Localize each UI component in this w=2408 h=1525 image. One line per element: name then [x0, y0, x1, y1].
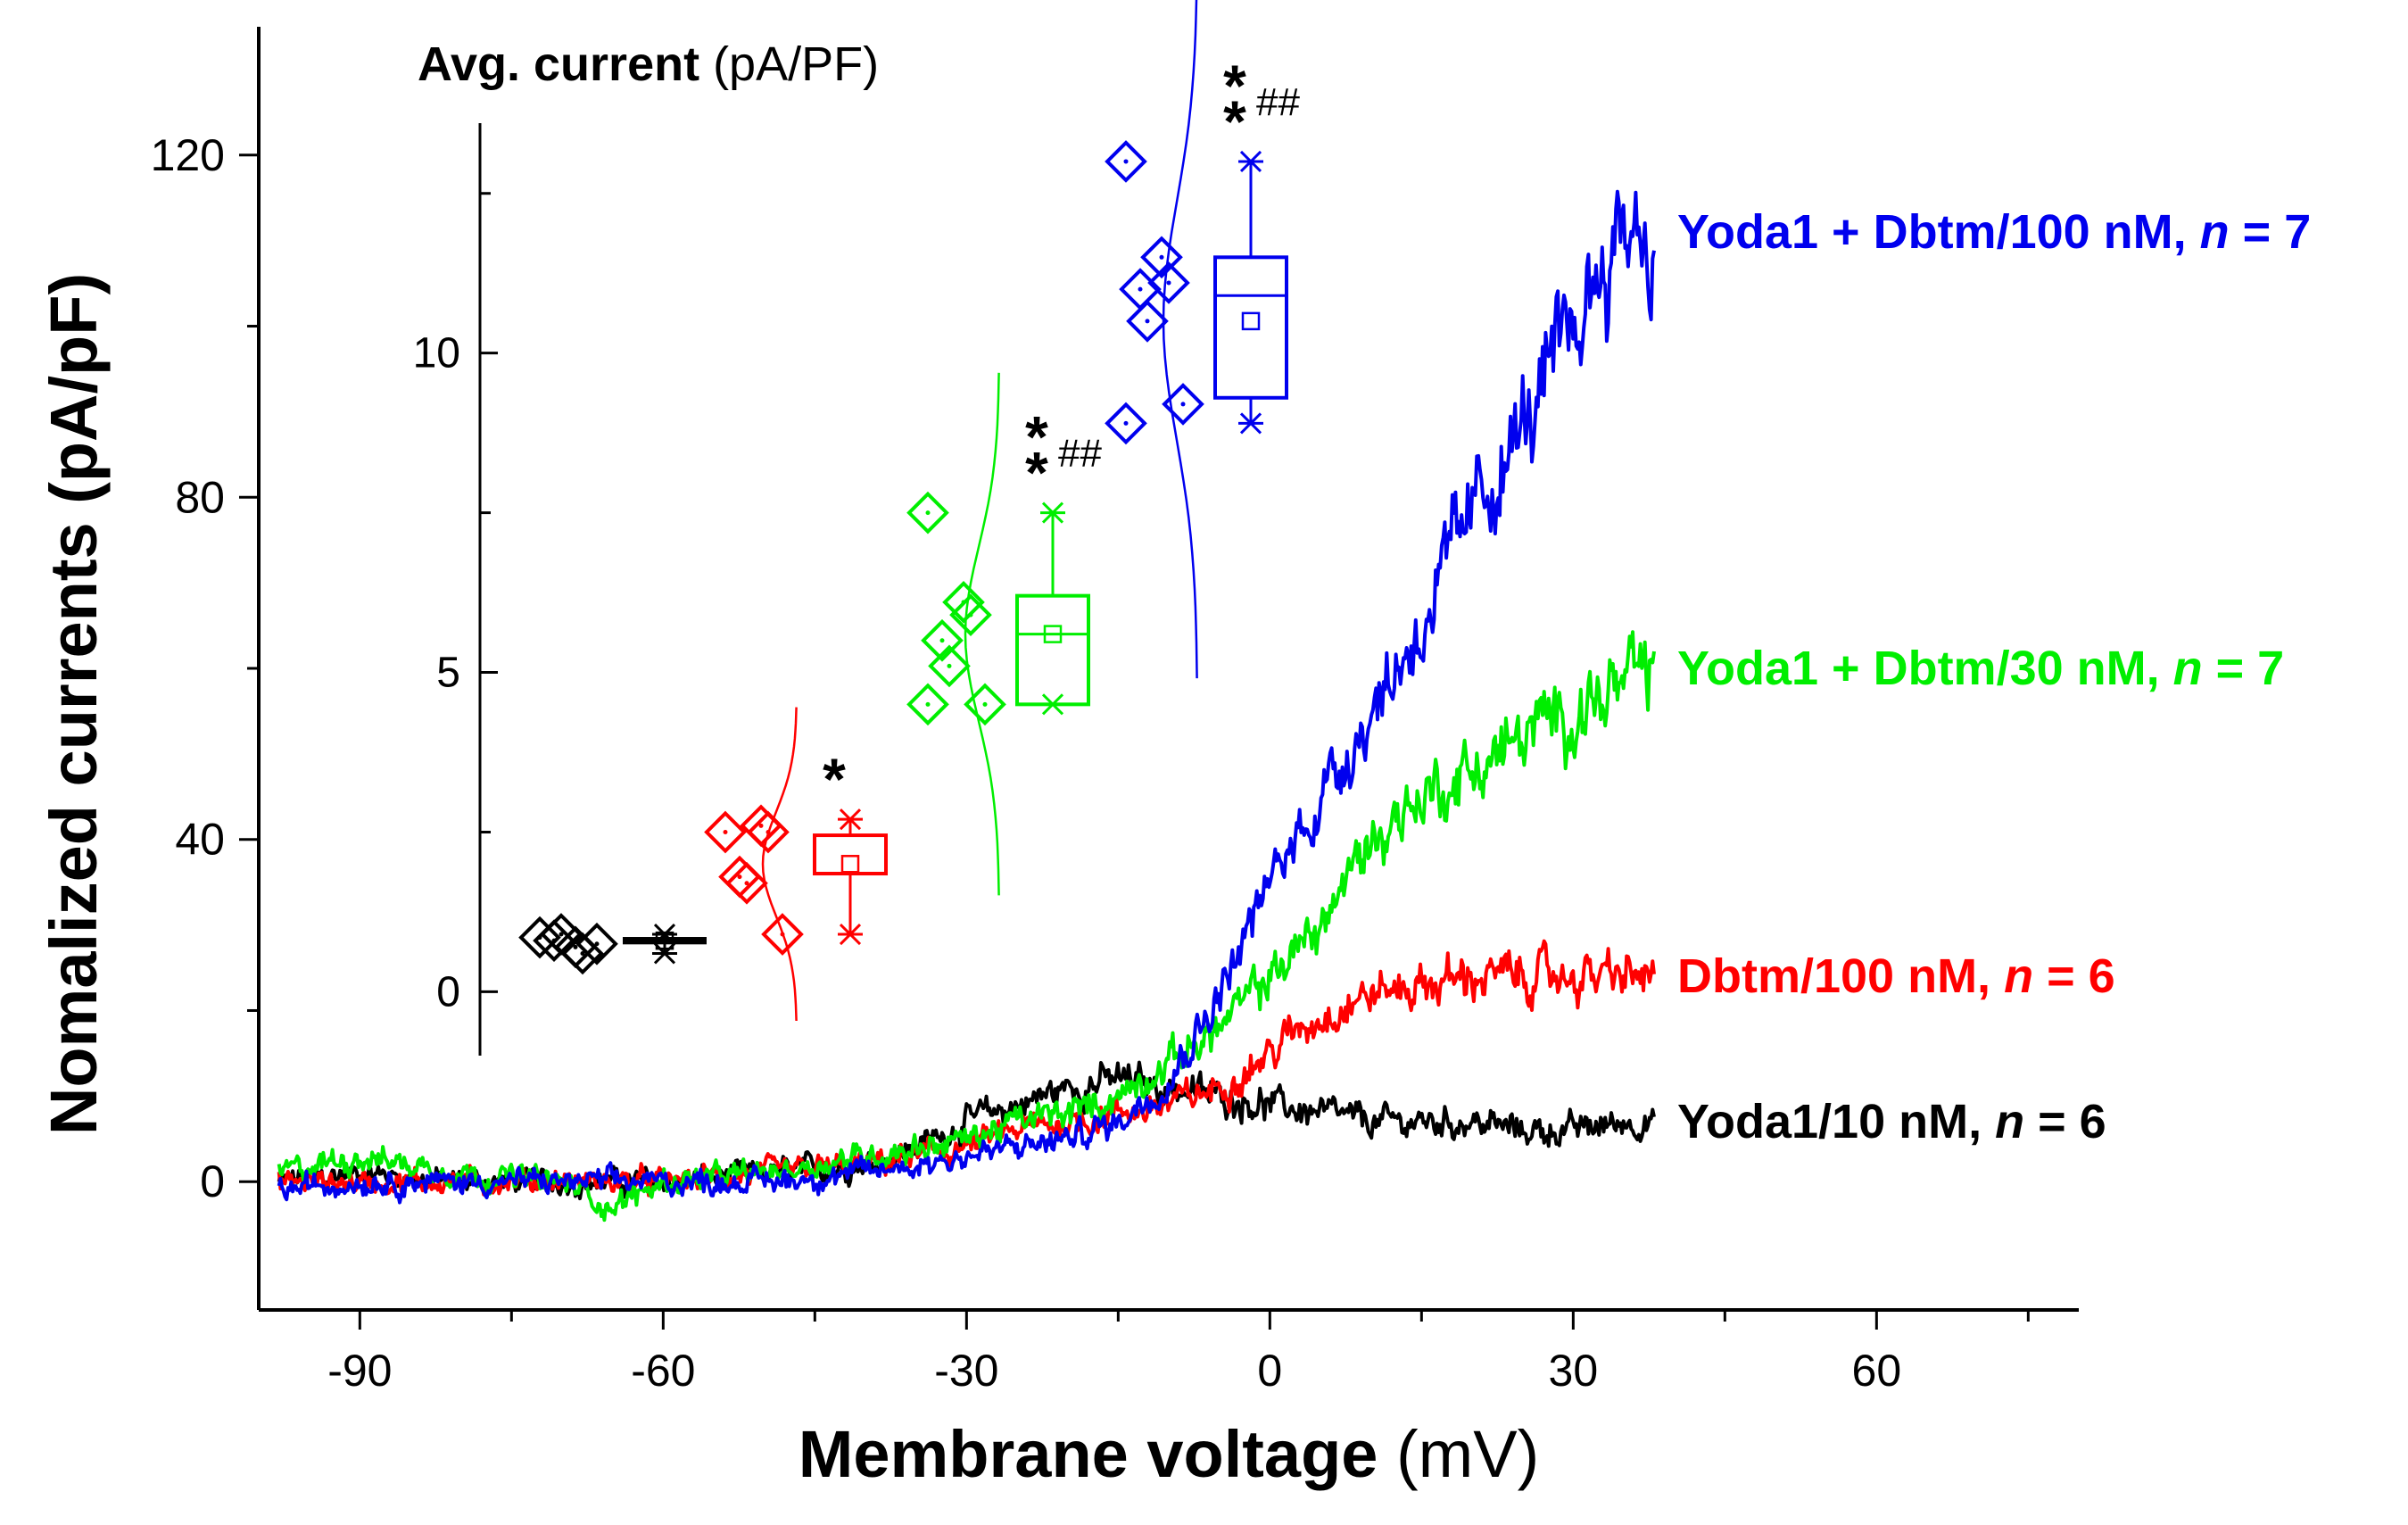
y-tick-label: 40: [175, 815, 225, 865]
inset-title: Avg. current (pA/PF): [418, 37, 879, 91]
inset-extreme-marker: [1238, 150, 1263, 173]
significance-hash: ##: [1058, 432, 1102, 476]
inset-data-point: [942, 580, 985, 624]
inset-data-point: [1105, 402, 1147, 445]
inset-data-point-center: [947, 663, 952, 668]
inset-data-point-center: [765, 829, 771, 834]
inset-data-point: [725, 861, 768, 905]
series-label-2: Dbtm/100 nM, n = 6: [1677, 949, 2115, 1003]
inset-data-point: [561, 932, 604, 975]
x-tick-label: 60: [1852, 1346, 1902, 1396]
inset-data-point-center: [1123, 420, 1129, 426]
y-axis-title: Nomalized currents (pA/pF): [37, 273, 111, 1135]
y-tick-label: 0: [200, 1156, 225, 1206]
inset-data-point: [906, 491, 949, 535]
inset-extreme-marker: [1040, 693, 1065, 716]
inset-data-point-center: [737, 874, 742, 880]
inset-data-point-center: [1145, 319, 1150, 324]
inset-data-point: [964, 683, 1006, 726]
inset-data-point-center: [744, 881, 749, 886]
trace-series-3: [277, 630, 1656, 1222]
significance-star: *: [1025, 404, 1048, 470]
inset-extreme-marker: [838, 923, 863, 946]
x-tick-label: -30: [934, 1346, 998, 1396]
inset-distribution-curve: [761, 707, 798, 1022]
inset-mean-marker: [1241, 311, 1261, 331]
inset-data-point: [1105, 140, 1147, 183]
inset-extreme-marker: [838, 808, 863, 831]
inset-data-point-center: [968, 612, 973, 617]
inset-data-point-center: [580, 950, 585, 956]
inset-extreme-marker: [652, 942, 677, 965]
inset-data-point: [1126, 300, 1169, 343]
inset-data-point-center: [1123, 159, 1129, 164]
inset-mean-marker: [840, 855, 860, 874]
inset-data-point-center: [1138, 286, 1143, 292]
inset-data-point-center: [594, 941, 600, 947]
inset-data-point-center: [559, 932, 564, 937]
significance-star: *: [1223, 53, 1246, 119]
inset-data-point-center: [982, 701, 988, 707]
main-axes: -90 -60 -30 0 30 60 0 40 80 120 Membrane voltage (…: [37, 27, 2079, 1491]
series-labels: Yoda1/10 nM, n = 6 Dbtm/100 nM, n = 6 Yoda…: [1677, 205, 2311, 1148]
significance-hash: ##: [1256, 80, 1300, 124]
inset-data-point-center: [573, 944, 578, 949]
inset-data-point: [928, 644, 971, 688]
trace-series-2: [277, 939, 1656, 1198]
x-axis-title: Membrane voltage (mV): [799, 1417, 1540, 1491]
inset-data-point: [949, 593, 992, 636]
inset-data-point: [1162, 383, 1204, 426]
inset-data-point-center: [780, 932, 785, 937]
inset-data-point: [1140, 236, 1183, 279]
inset-data-point-center: [758, 823, 764, 828]
inset-data-point: [575, 922, 618, 966]
inset-extreme-marker: [1238, 412, 1263, 435]
x-tick-label: -90: [327, 1346, 392, 1396]
inset-distribution-curve: [1162, 0, 1198, 679]
significance-star: *: [1025, 440, 1048, 506]
inset-extreme-marker: [1040, 501, 1065, 524]
trace-series-4: [277, 189, 1656, 1205]
main-series: [277, 189, 1656, 1222]
inset-tick-label: 10: [413, 330, 460, 377]
inset-extreme-marker: [652, 923, 677, 946]
inset-data-point: [921, 618, 964, 662]
inset-data-point-center: [925, 701, 931, 707]
inset-data-point-center: [723, 829, 728, 834]
inset-box: [1015, 593, 1090, 707]
inset-tick-label: 5: [436, 650, 460, 697]
inset-data-point-center: [551, 938, 557, 943]
inset-data-point-center: [1166, 280, 1171, 286]
inset-data-point-center: [1180, 402, 1186, 407]
inset-data-point-center: [925, 510, 931, 516]
y-tick-label: 80: [175, 472, 225, 522]
x-tick-label: 0: [1257, 1346, 1282, 1396]
inset-data-point: [747, 810, 790, 854]
inset-distribution-curve: [964, 372, 1000, 896]
y-tick-label: 120: [151, 130, 225, 180]
significance-star: *: [823, 746, 846, 812]
series-label-1: Yoda1/10 nM, n = 6: [1677, 1095, 2106, 1148]
inset-data-point-center: [1159, 254, 1164, 260]
inset-data-point: [704, 810, 747, 854]
significance-star: *: [1223, 88, 1246, 154]
inset-mean-marker: [1043, 625, 1063, 643]
inset-data-point: [540, 913, 583, 956]
inset-box: [813, 833, 888, 876]
inset-tick-label: 0: [436, 968, 460, 1015]
series-label-4: Yoda1 + Dbtm/100 nM, n = 7: [1677, 205, 2311, 259]
x-tick-label: 30: [1549, 1346, 1599, 1396]
x-tick-label: -60: [631, 1346, 695, 1396]
inset-data-point: [518, 916, 561, 959]
inset-data-point: [761, 913, 804, 956]
inset-box: [1213, 255, 1288, 400]
inset-data-point: [1147, 261, 1190, 304]
series-label-3: Yoda1 + Dbtm/30 nM, n = 7: [1677, 642, 2284, 695]
inset-data-point: [906, 683, 949, 726]
inset-data-point-center: [939, 638, 945, 643]
